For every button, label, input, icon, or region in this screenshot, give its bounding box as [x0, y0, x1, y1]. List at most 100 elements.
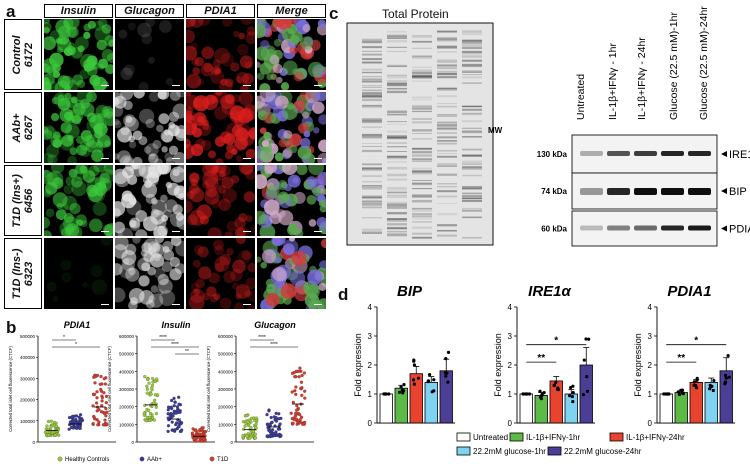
data-point	[432, 378, 436, 382]
data-point	[290, 390, 294, 394]
cell-spot	[51, 96, 60, 105]
cell-spot	[115, 263, 123, 276]
data-point	[295, 422, 299, 426]
protein-band	[362, 78, 382, 81]
protein-band	[362, 146, 382, 147]
data-point	[173, 400, 177, 404]
data-point	[146, 377, 150, 381]
protein-band	[462, 136, 482, 138]
data-point	[274, 415, 278, 420]
cell-spot	[60, 122, 72, 134]
data-point	[191, 427, 195, 431]
data-point	[151, 376, 155, 381]
data-point	[247, 423, 251, 428]
cell-spot	[263, 131, 271, 140]
protein-band	[462, 72, 482, 73]
data-point	[297, 375, 301, 379]
cell-spot	[257, 95, 265, 109]
data-point	[53, 433, 57, 437]
protein-band	[362, 231, 382, 234]
target-band	[688, 225, 711, 231]
cell-spot	[152, 139, 162, 149]
data-point	[584, 337, 588, 341]
data-point	[301, 422, 305, 426]
cell-spot	[214, 47, 230, 64]
cell-spot	[186, 190, 195, 200]
protein-band	[412, 55, 432, 58]
cell-spot	[151, 197, 158, 205]
protein-band	[412, 147, 432, 151]
protein-band	[462, 154, 482, 157]
protein-band	[387, 121, 407, 123]
data-point	[291, 421, 295, 425]
cell-spot	[197, 78, 205, 86]
protein-band	[387, 46, 407, 48]
cell-spot	[262, 113, 274, 124]
column-header-glucagon: Glucagon	[115, 4, 184, 18]
cell-spot	[189, 172, 200, 183]
cell-spot	[148, 153, 159, 163]
protein-band	[387, 34, 407, 37]
y-tick-label: 0	[131, 440, 134, 445]
cell-spot	[63, 47, 73, 57]
protein-band	[437, 127, 457, 129]
data-point	[199, 427, 204, 431]
protein-band	[412, 170, 432, 173]
cell-spot	[313, 127, 320, 134]
data-point	[271, 432, 276, 436]
cell-spot	[125, 267, 140, 282]
cell-spot	[64, 92, 72, 100]
data-point	[254, 416, 258, 420]
protein-band	[437, 95, 457, 98]
protein-band	[362, 89, 382, 92]
panel-d-bar-charts: BIP 0 1 2 3 4 Fold expression IRE1α 0 1 2 3 4 Fold ex…	[353, 283, 735, 456]
protein-band	[462, 162, 482, 164]
protein-band	[412, 74, 432, 76]
protein-band	[437, 163, 457, 166]
data-point	[170, 420, 174, 424]
cell-spot	[186, 19, 196, 28]
data-point	[680, 391, 684, 395]
protein-band	[437, 51, 457, 53]
micrograph-merge-row0	[257, 19, 326, 90]
cell-spot	[213, 65, 222, 74]
cell-spot	[80, 98, 90, 109]
protein-band	[412, 236, 432, 239]
data-point	[294, 385, 298, 389]
cell-spot	[224, 151, 233, 160]
data-point	[269, 415, 273, 420]
cell-spot	[75, 165, 89, 175]
cell-spot	[93, 83, 105, 90]
protein-band	[362, 201, 382, 203]
cell-spot	[115, 120, 122, 129]
cell-spot	[115, 238, 129, 251]
cell-spot	[214, 67, 221, 75]
data-point	[154, 411, 158, 416]
protein-band	[462, 120, 482, 123]
data-point	[171, 414, 175, 418]
data-point	[412, 382, 416, 386]
protein-band	[362, 53, 382, 55]
target-band	[607, 188, 630, 195]
protein-band	[437, 174, 457, 176]
data-point	[200, 432, 204, 437]
data-point	[430, 390, 434, 394]
protein-band	[437, 45, 457, 49]
cell-spot	[91, 149, 104, 162]
legend-swatch	[456, 432, 471, 442]
data-point	[277, 412, 281, 416]
legend-label: Untreated	[473, 433, 508, 442]
legend-label: AAb+	[147, 457, 162, 463]
protein-band	[412, 200, 432, 202]
cell-spot	[186, 121, 197, 136]
cell-spot	[214, 165, 227, 174]
protein-band	[362, 68, 382, 71]
cell-spot	[91, 61, 100, 70]
cell-spot	[44, 129, 53, 140]
micrograph-glucagon-row2	[115, 165, 184, 236]
protein-band	[387, 201, 407, 204]
cell-spot	[208, 272, 220, 284]
cell-spot	[158, 278, 173, 294]
cell-spot	[186, 138, 191, 149]
data-point	[166, 408, 170, 412]
